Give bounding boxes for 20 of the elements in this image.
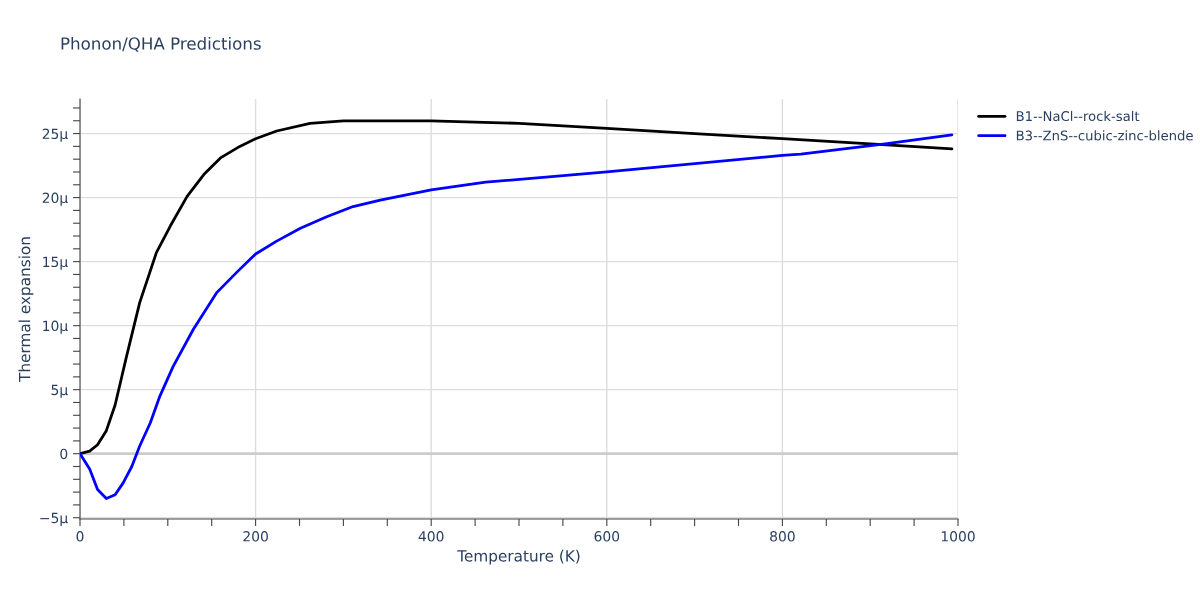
x-tick-label: 800 <box>770 531 795 542</box>
y-tick-label: 5µ <box>51 384 68 398</box>
y-tick-label: 25µ <box>42 128 68 142</box>
y-tick-label: 20µ <box>42 192 68 206</box>
x-tick-label: 600 <box>594 531 620 542</box>
line-series <box>80 133 954 500</box>
legend-label: B1--NaCl--rock-salt <box>1016 110 1140 122</box>
chart-title: Phonon/QHA Predictions <box>61 36 261 52</box>
y-tick-label: 15µ <box>43 256 68 270</box>
y-tick-label: −5µ <box>40 512 68 526</box>
x-tick-label: 1000 <box>941 531 975 542</box>
line-series <box>80 119 954 456</box>
x-tick-label: 200 <box>243 531 268 542</box>
x-axis-title: Temperature (K) <box>457 549 580 565</box>
legend-label: B3--ZnS--cubic-zinc-blende <box>1016 130 1193 141</box>
y-tick-label: 0 <box>60 448 68 460</box>
y-axis-title: Thermal expansion <box>18 237 34 383</box>
x-tick-label: 0 <box>76 531 84 542</box>
x-tick-label: 400 <box>418 531 444 542</box>
y-tick-label: 10µ <box>43 320 68 334</box>
